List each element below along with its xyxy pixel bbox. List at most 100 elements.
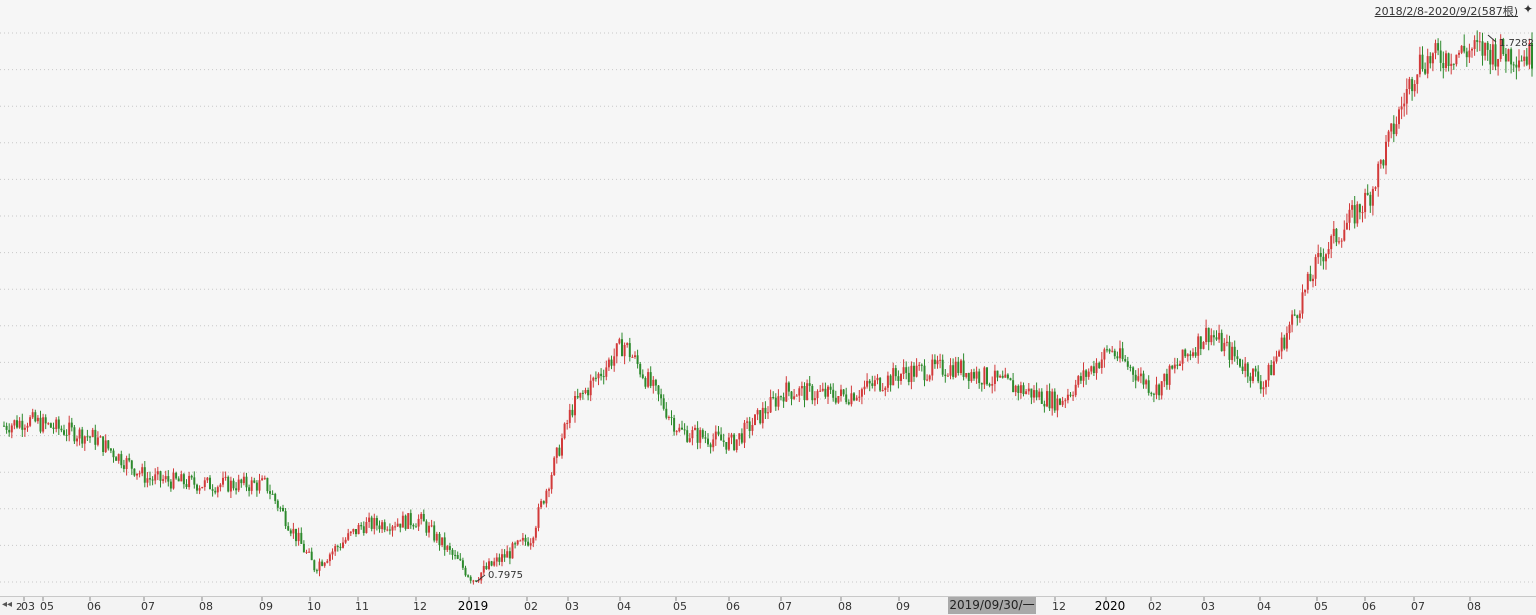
- candle-body: [1051, 391, 1054, 409]
- candle-body: [1447, 53, 1450, 66]
- candle-body: [49, 423, 52, 428]
- candle-body: [1252, 368, 1254, 381]
- candle-body: [879, 377, 882, 391]
- candle-body: [1452, 63, 1455, 65]
- candle-body: [774, 397, 777, 407]
- candle-body: [1259, 381, 1262, 390]
- candle-body: [1338, 241, 1340, 243]
- candle-body: [344, 539, 347, 543]
- candle-body: [1272, 361, 1275, 376]
- candle-body: [1056, 398, 1059, 411]
- candle-body: [480, 572, 483, 581]
- double-left-arrow-icon[interactable]: ◂◂: [2, 599, 13, 610]
- date-range-label[interactable]: 2018/2/8-2020/9/2(587根): [1374, 5, 1518, 18]
- candle-body: [837, 396, 840, 403]
- candle-body: [613, 356, 616, 366]
- candle-body: [1523, 56, 1526, 61]
- candle-body: [1366, 192, 1369, 195]
- candle-body: [683, 429, 686, 431]
- candle-body: [21, 420, 24, 430]
- candle-body: [555, 447, 558, 458]
- candle-body: [618, 339, 621, 344]
- candle-body: [73, 427, 76, 442]
- candle-body: [271, 493, 274, 495]
- candle-body: [926, 379, 929, 381]
- candle-body: [177, 478, 180, 482]
- candle-body: [495, 557, 498, 562]
- candle-body: [548, 489, 550, 491]
- candle-body: [767, 412, 769, 414]
- candle-body: [493, 561, 496, 566]
- candle-body: [1113, 350, 1116, 357]
- candle-body: [584, 390, 587, 393]
- candle-body: [328, 554, 331, 562]
- candle-body: [1019, 385, 1022, 393]
- candle-body: [1046, 391, 1048, 407]
- candle-body: [352, 529, 355, 532]
- candle-body: [1077, 376, 1080, 385]
- candle-body: [733, 434, 736, 450]
- candle-body: [657, 385, 660, 395]
- x-tick-label: 05: [40, 600, 54, 613]
- pin-icon[interactable]: ✦: [1522, 2, 1533, 16]
- candle-body: [746, 421, 749, 423]
- candle-body: [175, 472, 178, 479]
- candle-body: [34, 412, 37, 422]
- candle-body: [965, 373, 968, 377]
- candle-body: [1218, 332, 1221, 340]
- candle-body: [871, 383, 874, 386]
- candle-body: [104, 440, 107, 452]
- candle-body: [876, 377, 879, 381]
- candle-body: [1150, 392, 1153, 394]
- candle-body: [60, 428, 63, 431]
- candle-body: [1327, 249, 1330, 255]
- x-axis-ticks: 203 05 06 07 08 09 10 11 12 2019 02 03 04 05 06 07 08 09 1…: [16, 597, 1481, 613]
- candle-body: [1364, 192, 1367, 213]
- x-tick-label: 03: [565, 600, 579, 613]
- candle-body: [190, 475, 193, 478]
- candle-body: [1497, 59, 1500, 67]
- candle-body: [834, 397, 837, 403]
- candle-body: [1340, 240, 1343, 242]
- candle-body: [482, 566, 485, 573]
- candle-body: [819, 390, 822, 392]
- candle-body: [396, 523, 399, 527]
- candle-body: [808, 383, 811, 386]
- x-tick-label: 03: [21, 600, 35, 613]
- candle-body: [250, 480, 253, 491]
- candle-body: [206, 477, 209, 481]
- candle-body: [1022, 385, 1025, 394]
- candle-body: [1027, 388, 1030, 392]
- candle-body: [1476, 40, 1479, 42]
- candle-body: [1001, 375, 1004, 378]
- candle-body: [615, 343, 618, 357]
- candle-body: [988, 384, 991, 386]
- candle-body: [1038, 391, 1041, 398]
- candle-body: [769, 397, 772, 413]
- candle-body: [886, 375, 889, 388]
- candle-body: [764, 407, 767, 414]
- candle-body: [472, 580, 475, 582]
- candle-body: [701, 430, 704, 438]
- candle-body: [1160, 381, 1163, 396]
- candle-body: [467, 575, 470, 577]
- candle-body: [840, 389, 842, 396]
- candle-body: [1291, 314, 1294, 325]
- candle-body: [336, 546, 339, 548]
- candle-body: [141, 467, 144, 474]
- candle-body: [425, 521, 428, 533]
- candle-body: [1379, 160, 1382, 164]
- candle-body: [1494, 44, 1497, 67]
- candle-body: [65, 434, 68, 436]
- candle-body: [782, 397, 785, 402]
- candle-body: [712, 439, 715, 448]
- candle-body: [941, 359, 944, 375]
- candle-body: [318, 561, 321, 571]
- candle-body: [52, 427, 55, 429]
- candle-body: [109, 448, 112, 451]
- candle-body: [1426, 56, 1429, 74]
- candle-body: [1434, 43, 1437, 54]
- candle-body: [939, 359, 942, 361]
- candle-body: [1465, 51, 1468, 58]
- candle-body: [918, 364, 921, 366]
